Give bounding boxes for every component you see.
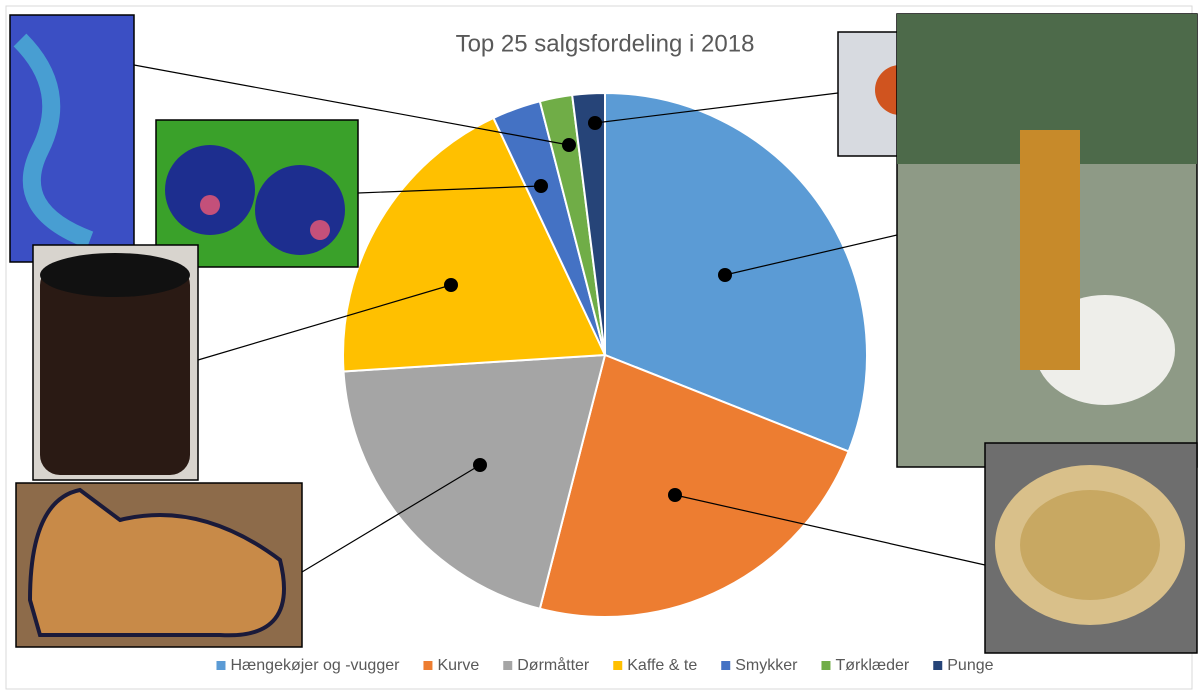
leader-line	[301, 464, 481, 573]
legend-swatch	[216, 661, 226, 670]
pie	[342, 91, 868, 618]
photo-detail	[1020, 130, 1080, 370]
leader-dot	[444, 278, 458, 292]
leader-dot	[534, 179, 548, 193]
photo-detail	[1020, 490, 1160, 600]
photo-detail	[165, 145, 255, 235]
leader-line	[674, 494, 986, 566]
photo-detail	[255, 165, 345, 255]
photo-detail	[200, 195, 220, 215]
photo-detail	[13, 33, 94, 249]
photo-detail	[40, 265, 190, 475]
leader-line	[197, 284, 452, 361]
chart-title: Top 25 salgsfordeling i 2018	[456, 30, 755, 57]
leader-dot	[718, 268, 732, 282]
pie-slice	[538, 353, 850, 618]
leader-lines	[133, 64, 986, 573]
legend-swatch	[933, 661, 943, 670]
pie-slice	[571, 91, 606, 356]
legend-label: Smykker	[735, 657, 798, 674]
legend-label: Dørmåtter	[517, 656, 590, 674]
legend-label: Hængekøjer og -vugger	[230, 657, 400, 674]
leader-line	[724, 234, 898, 276]
legend-swatch	[613, 661, 623, 670]
legend-swatch	[423, 661, 433, 670]
leader-dot	[562, 138, 576, 152]
leader-dot	[473, 458, 487, 472]
photo-detail	[40, 253, 190, 297]
leader-line	[594, 92, 839, 124]
legend: Hængekøjer og -vugger Kurve Dørmåtter Kaffe…	[216, 656, 994, 674]
photo-detail	[310, 220, 330, 240]
leader-line	[133, 64, 570, 146]
legend-swatch	[503, 661, 513, 670]
leader-dot	[588, 116, 602, 130]
legend-label: Tørklæder	[835, 657, 909, 674]
photos	[9, 13, 1198, 654]
leader-line	[357, 185, 542, 194]
legend-swatch	[821, 661, 831, 670]
legend-swatch	[721, 661, 731, 670]
pie-slice	[342, 353, 607, 610]
legend-label: Kaffe & te	[627, 657, 697, 674]
pie-slice	[342, 116, 607, 373]
photo-detail	[27, 487, 286, 638]
legend-label: Punge	[947, 657, 993, 674]
leader-dot	[668, 488, 682, 502]
legend-label: Kurve	[437, 657, 479, 674]
